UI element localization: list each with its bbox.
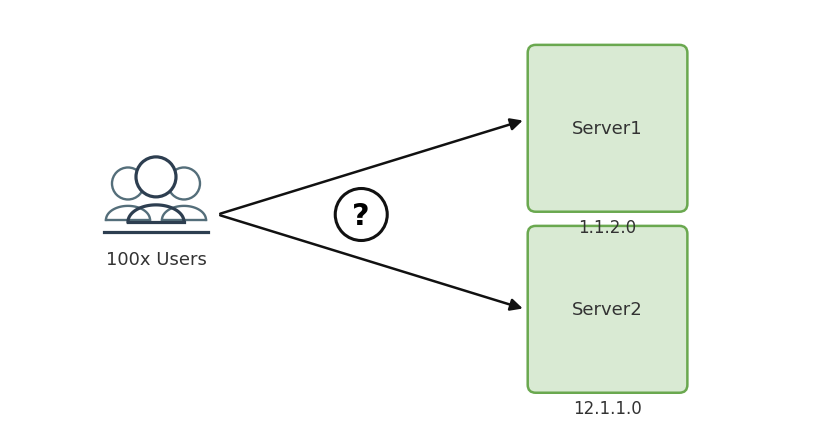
FancyBboxPatch shape bbox=[528, 46, 687, 212]
Circle shape bbox=[136, 157, 176, 197]
Circle shape bbox=[168, 168, 200, 200]
Circle shape bbox=[112, 168, 144, 200]
Text: 100x Users: 100x Users bbox=[106, 250, 206, 268]
Text: Server2: Server2 bbox=[572, 301, 643, 319]
Text: ?: ? bbox=[352, 202, 370, 230]
FancyBboxPatch shape bbox=[528, 226, 687, 393]
Text: 1.1.2.0: 1.1.2.0 bbox=[579, 218, 636, 236]
Circle shape bbox=[335, 189, 388, 241]
Text: Server1: Server1 bbox=[572, 120, 643, 138]
Text: 12.1.1.0: 12.1.1.0 bbox=[573, 399, 642, 417]
